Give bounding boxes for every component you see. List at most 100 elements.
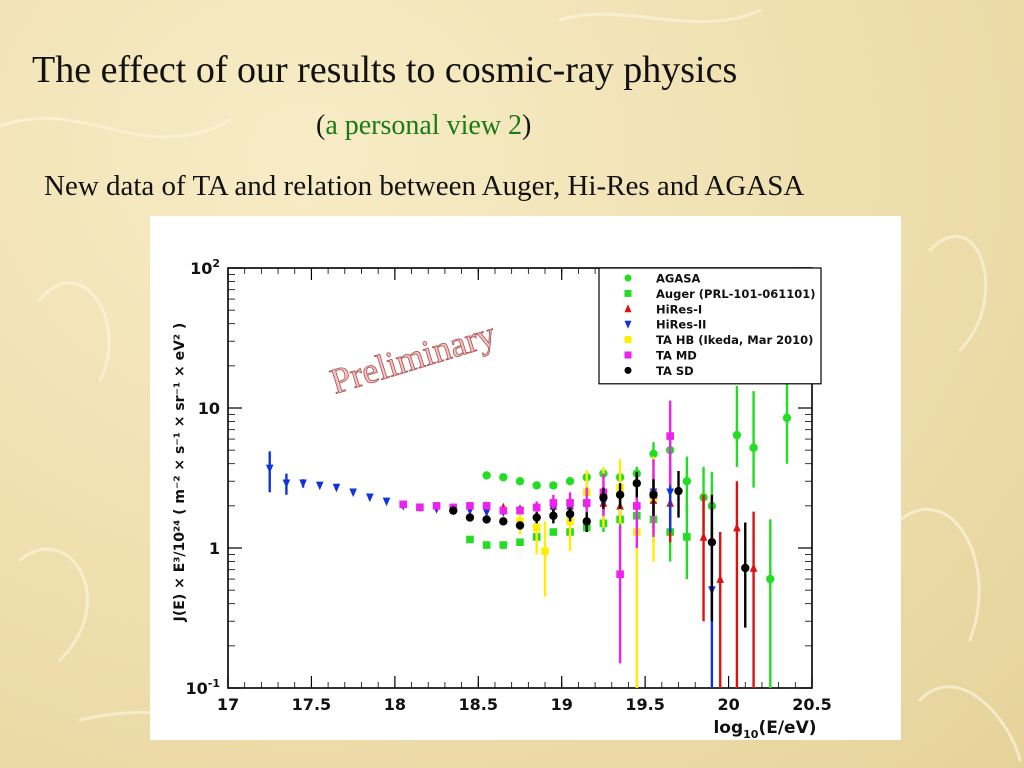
data-point: [716, 574, 725, 583]
y-tick-label: 10-1: [186, 677, 221, 698]
y-tick-label: 1: [209, 539, 220, 558]
data-point: [649, 490, 658, 499]
data-point: [707, 538, 717, 547]
x-tick-label: 19: [551, 695, 573, 714]
legend-label: TA HB (Ikeda, Mar 2010): [656, 333, 813, 347]
data-point: [682, 477, 692, 486]
data-point: [549, 481, 558, 490]
data-point: [599, 493, 608, 502]
data-point: [649, 449, 658, 459]
slide-subtitle: (a personal view 2): [316, 110, 531, 142]
x-tick-label: 18.5: [459, 695, 498, 714]
data-point: [565, 509, 575, 519]
data-point: [532, 523, 541, 532]
x-tick-label: 18: [384, 695, 406, 714]
y-tick-base: 1: [209, 539, 220, 558]
data-point: [624, 366, 632, 374]
data-point: [624, 289, 632, 297]
legend-box: [598, 267, 822, 385]
data-point: [299, 479, 307, 489]
legend-label: HiRes-I: [656, 302, 702, 316]
data-point: [399, 500, 407, 509]
data-point: [624, 336, 632, 344]
legend-entry: AGASA: [624, 272, 701, 286]
data-point: [482, 502, 491, 510]
data-point: [582, 499, 591, 507]
x-axis-label-main: log: [713, 718, 743, 738]
y-tick-exponent: -1: [208, 677, 220, 690]
data-point: [766, 574, 775, 584]
y-tick-base: 10: [198, 399, 220, 418]
data-point: [732, 430, 742, 440]
subtitle-text: a personal view 2: [325, 110, 523, 141]
legend-entry: HiRes-II: [624, 318, 706, 332]
data-point: [349, 488, 357, 498]
data-point: [666, 432, 674, 440]
slide-caption: New data of TA and relation between Auge…: [44, 170, 805, 202]
data-point: [515, 477, 525, 486]
data-point: [615, 490, 625, 499]
data-point: [582, 517, 591, 526]
y-tick-label: 10: [198, 399, 220, 418]
y-tick-label: 102: [190, 257, 220, 278]
data-point: [466, 535, 474, 544]
x-axis-label-sub: 10: [743, 728, 759, 740]
data-point: [315, 481, 324, 491]
data-point: [516, 538, 524, 547]
data-point: [482, 471, 491, 480]
preliminary-watermark: Preliminary: [326, 314, 500, 402]
plot-frame: [227, 267, 813, 689]
x-axis-label: log10(E/eV): [713, 718, 816, 740]
data-point: [633, 502, 641, 510]
subtitle-close-paren: ): [522, 110, 532, 141]
data-point: [532, 513, 541, 522]
x-tick-label: 19.5: [625, 695, 664, 714]
data-point: [741, 563, 750, 573]
y-tick-base: 10: [190, 259, 212, 278]
x-tick-label: 17: [217, 695, 239, 714]
data-point: [683, 533, 691, 541]
data-point: [482, 508, 491, 518]
series-hiresii: [265, 451, 716, 688]
data-point: [499, 506, 508, 515]
data-point: [541, 547, 549, 555]
data-point: [549, 528, 558, 536]
data-point: [532, 481, 541, 490]
points-layer: [265, 373, 792, 688]
data-point: [749, 443, 758, 452]
data-point: [382, 497, 391, 507]
data-point: [465, 513, 475, 522]
data-point: [432, 502, 441, 510]
data-point: [624, 304, 632, 313]
data-point: [616, 570, 624, 578]
data-point: [516, 506, 524, 515]
data-point: [624, 320, 632, 329]
legend-entry: TA MD: [624, 349, 697, 363]
data-point: [782, 413, 792, 423]
legend-label: AGASA: [656, 272, 701, 286]
legend-label: TA MD: [656, 349, 697, 363]
data-point: [499, 517, 508, 526]
legend-entry: HiRes-I: [624, 302, 702, 316]
data-point: [632, 479, 641, 488]
data-point: [449, 506, 458, 515]
data-point: [499, 541, 508, 549]
y-tick-exponent: 2: [212, 257, 220, 270]
subtitle-open-paren: (: [316, 110, 326, 141]
data-point: [499, 473, 508, 482]
data-point: [282, 479, 291, 489]
data-point: [366, 493, 374, 503]
data-point: [666, 488, 674, 498]
data-point: [466, 502, 474, 510]
x-tick-label: 20: [717, 695, 739, 714]
data-point: [416, 503, 424, 512]
data-point: [624, 274, 632, 282]
series-ta: [449, 470, 750, 628]
data-point: [699, 532, 708, 541]
legend-entry: TA SD: [624, 364, 694, 378]
y-tick-base: 10: [186, 679, 208, 698]
data-point: [532, 503, 541, 512]
data-point: [515, 521, 525, 530]
